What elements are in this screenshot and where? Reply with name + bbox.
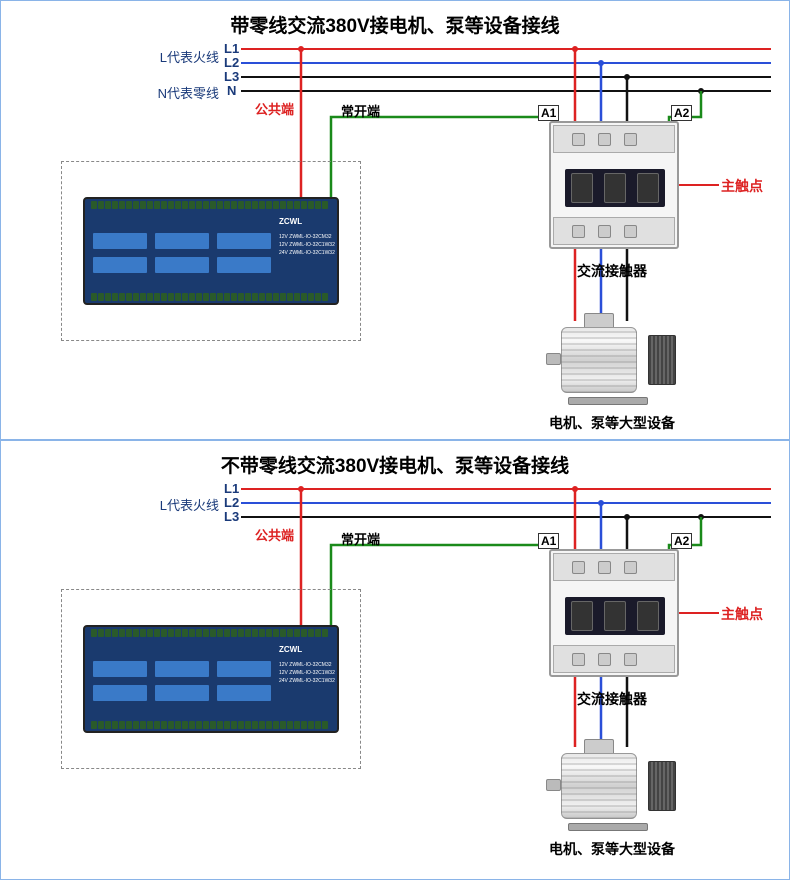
controller-device: ZCWL 12V ZWML-IO-32CM3212V ZWML-IO-32C1W… (83, 197, 339, 305)
line-label-l2: L2 (224, 55, 239, 70)
label-common: 公共端 (255, 99, 294, 118)
label-motor: 电机、泵等大型设备 (549, 413, 675, 433)
line-label-l3: L3 (224, 509, 239, 524)
line-label-n: N (227, 83, 236, 98)
label-no: 常开端 (341, 529, 380, 548)
controller-brand: ZCWL (279, 217, 302, 226)
legend-live: L代表火线 (129, 47, 219, 66)
panel-without-neutral: 不带零线交流380V接电机、泵等设备接线 L1 L2 L3 L代表火线 公共端 … (0, 440, 790, 880)
legend-live: L代表火线 (129, 495, 219, 514)
label-a1: A1 (538, 105, 559, 121)
label-main-contact: 主触点 (721, 176, 763, 196)
label-common: 公共端 (255, 525, 294, 544)
line-label-l3: L3 (224, 69, 239, 84)
contactor-device (549, 121, 679, 249)
controller-brand: ZCWL (279, 645, 302, 654)
legend-neutral: N代表零线 (129, 83, 219, 102)
line-label-l2: L2 (224, 495, 239, 510)
label-main-contact: 主触点 (721, 604, 763, 624)
label-a2: A2 (671, 105, 692, 121)
label-a2: A2 (671, 533, 692, 549)
motor-device (546, 313, 676, 405)
panel-with-neutral: 带零线交流380V接电机、泵等设备接线 L1 L2 L3 N L代表火线 (0, 0, 790, 440)
line-label-l1: L1 (224, 41, 239, 56)
label-no: 常开端 (341, 101, 380, 120)
label-contactor: 交流接触器 (577, 261, 647, 281)
contactor-device (549, 549, 679, 677)
motor-device (546, 739, 676, 831)
label-a1: A1 (538, 533, 559, 549)
label-motor: 电机、泵等大型设备 (549, 839, 675, 859)
label-contactor: 交流接触器 (577, 689, 647, 709)
controller-device: ZCWL 12V ZWML-IO-32CM3212V ZWML-IO-32C1W… (83, 625, 339, 733)
line-label-l1: L1 (224, 481, 239, 496)
